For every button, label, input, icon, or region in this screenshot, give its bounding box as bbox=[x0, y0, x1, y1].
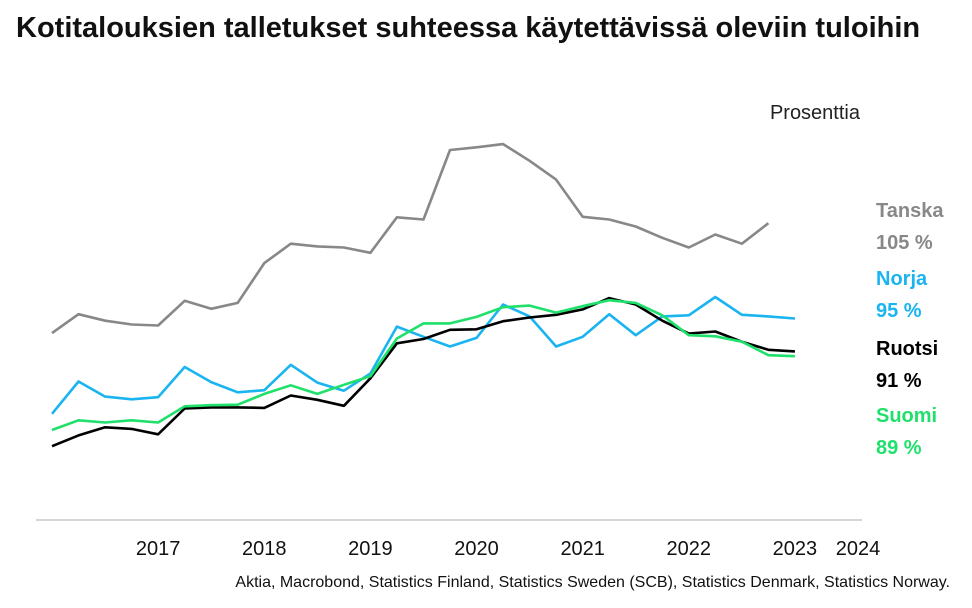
series-line-norja bbox=[50, 295, 796, 415]
legend-name-suomi: Suomi bbox=[876, 405, 937, 427]
x-tick-label: 2018 bbox=[242, 538, 287, 560]
legend-value-suomi: 89 % bbox=[876, 437, 922, 459]
legend-name-tanska: Tanska bbox=[876, 200, 944, 222]
series-legend: Tanska 105 % Norja 95 % Ruotsi 91 % Suomi 89 % bbox=[876, 200, 944, 459]
x-tick-label: 2017 bbox=[136, 538, 181, 560]
legend-name-ruotsi: Ruotsi bbox=[876, 338, 938, 360]
unit-label: Prosenttia bbox=[769, 102, 860, 124]
source-note: Aktia, Macrobond, Statistics Finland, St… bbox=[235, 574, 950, 591]
legend-name-norja: Norja bbox=[876, 268, 928, 290]
chart-title: Kotitalouksien talletukset suhteessa käy… bbox=[16, 12, 921, 44]
legend-value-norja: 95 % bbox=[876, 300, 922, 322]
series-line-ruotsi bbox=[51, 296, 795, 448]
x-tick-labels: 2017 2018 2019 2020 2021 2022 2023 2024 bbox=[136, 538, 880, 560]
x-tick-label: 2019 bbox=[348, 538, 393, 560]
legend-value-ruotsi: 91 % bbox=[876, 370, 922, 392]
x-tick-label: 2020 bbox=[454, 538, 499, 560]
series-line-suomi bbox=[51, 298, 795, 432]
x-tick-label: 2022 bbox=[667, 538, 712, 560]
series-line-tanska bbox=[51, 142, 770, 335]
x-tick-label: 2024 bbox=[836, 538, 881, 560]
series-lines bbox=[50, 142, 796, 448]
legend-value-tanska: 105 % bbox=[876, 232, 933, 254]
x-tick-label: 2023 bbox=[773, 538, 818, 560]
x-tick-label: 2021 bbox=[560, 538, 605, 560]
